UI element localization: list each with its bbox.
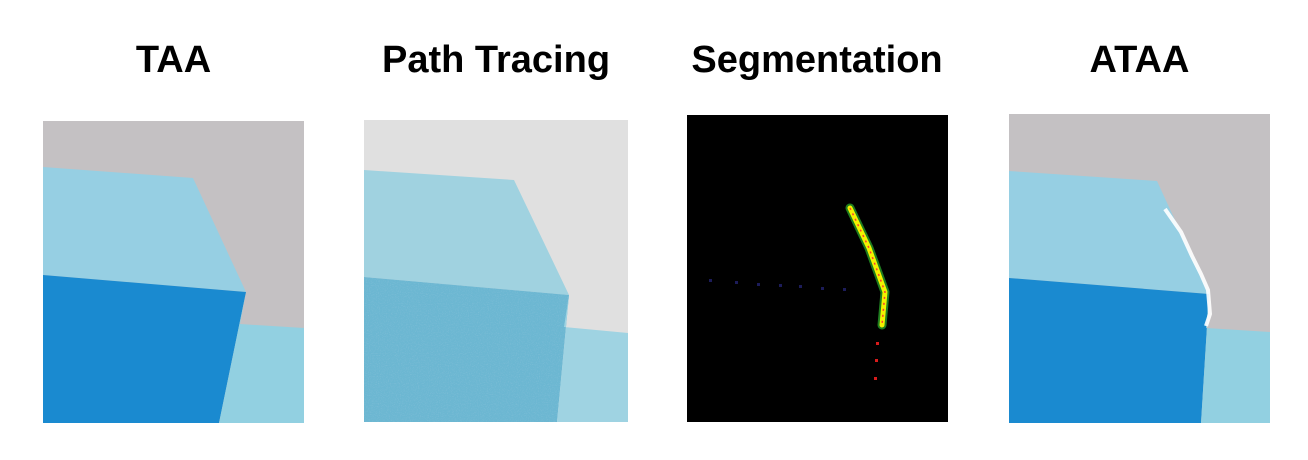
title-path-tracing: Path Tracing <box>381 39 611 81</box>
ataa-render-image <box>1009 114 1270 423</box>
title-taa: TAA <box>135 39 212 81</box>
dim-edge-dots <box>709 279 846 291</box>
floor-region <box>1201 294 1270 423</box>
cube-top-face <box>43 167 246 292</box>
cube-side-face <box>43 275 246 423</box>
path-tracing-render-image <box>364 120 628 422</box>
cube-side-face <box>1009 278 1209 423</box>
floor-region <box>557 295 628 422</box>
noise-overlay <box>364 277 569 422</box>
edge-fringe <box>1163 207 1212 327</box>
red-edge-dots <box>874 342 879 380</box>
segmentation-mask-image <box>687 115 948 422</box>
edge-core <box>849 207 886 326</box>
title-ataa: ATAA <box>1089 39 1190 81</box>
taa-render-image <box>43 121 304 423</box>
mask-background <box>687 115 948 422</box>
cube-top-face <box>1009 171 1209 294</box>
floor-region <box>219 292 304 423</box>
title-segmentation: Segmentation <box>691 39 943 81</box>
cube-top-face <box>364 170 569 295</box>
